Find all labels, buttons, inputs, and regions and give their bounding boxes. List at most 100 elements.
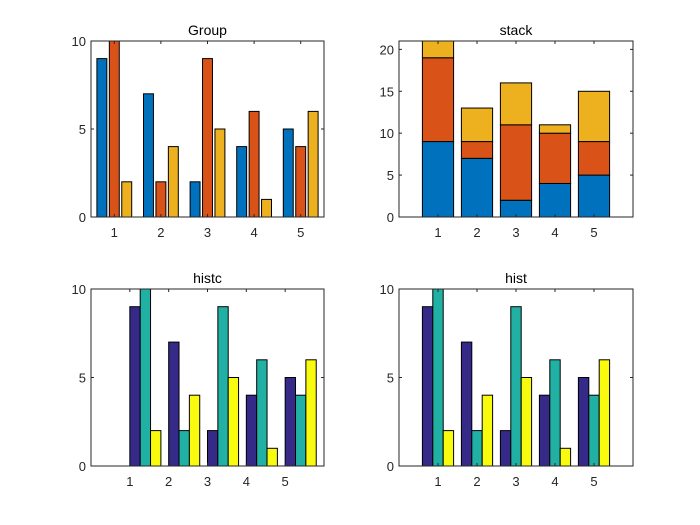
y-tick-label: 5 — [79, 122, 86, 137]
bar-group-x5-s3 — [307, 110, 319, 217]
subplot-hist: 0 5 10 1 2 3 4 5 hist — [380, 270, 634, 489]
bar-group-x5-s2 — [295, 146, 307, 217]
bar-hist-x4-s2 — [549, 359, 561, 466]
bar-histc-x5-s2 — [295, 394, 307, 466]
y-tick-label: 0 — [79, 210, 86, 225]
bar-stack-x5-s3 — [577, 90, 611, 143]
bar-histc-x2-s2 — [178, 430, 190, 466]
chart-title: stack — [500, 22, 534, 38]
x-tick-label: 2 — [473, 225, 480, 240]
y-tick-label: 10 — [72, 34, 86, 49]
bar-hist-x2-s3 — [481, 394, 494, 466]
bar-stack-x4-s3 — [538, 124, 572, 134]
bar-stack-x2-s3 — [460, 107, 494, 143]
bar-stack-x1-s1 — [421, 141, 455, 217]
x-tick-label: 4 — [250, 225, 257, 240]
bar-stack-x4-s1 — [538, 182, 572, 217]
x-tick-label: 5 — [282, 474, 289, 489]
x-tick-label: 3 — [204, 474, 211, 489]
y-tick-label: 0 — [79, 459, 86, 474]
x-tick-label: 2 — [473, 474, 480, 489]
x-tick-label: 4 — [551, 225, 558, 240]
bar-group-x5-s1 — [282, 128, 294, 217]
y-tick-label: 5 — [387, 371, 394, 386]
bars — [129, 289, 317, 466]
y-tick-label: 10 — [380, 282, 394, 297]
chart-title: Group — [188, 22, 227, 38]
bar-histc-x3-s1 — [207, 430, 219, 466]
x-tick-label: 1 — [111, 225, 118, 240]
bar-hist-x2-s2 — [471, 430, 483, 466]
bar-hist-x1-s3 — [442, 430, 455, 466]
bar-hist-x3-s2 — [510, 306, 522, 466]
x-tick-label: 1 — [126, 474, 133, 489]
y-tick-label: 5 — [79, 371, 86, 386]
bar-group-x2-s1 — [143, 93, 154, 217]
subplot-group: 0 5 10 1 2 3 4 5 Group — [72, 22, 325, 240]
bar-histc-x2-s3 — [188, 394, 201, 466]
y-tick-label: 0 — [387, 210, 394, 225]
x-tick-label: 1 — [434, 225, 441, 240]
bar-hist-x2-s1 — [460, 341, 473, 466]
x-tick-label: 5 — [297, 225, 304, 240]
bar-group-x3-s2 — [202, 58, 213, 217]
bar-stack-x4-s2 — [538, 132, 572, 184]
bar-group-x1-s3 — [121, 181, 133, 217]
bar-stack-x1-s2 — [421, 57, 455, 143]
x-tick-label: 3 — [204, 225, 211, 240]
bar-hist-x1-s1 — [421, 306, 434, 466]
chart-title: histc — [193, 270, 222, 286]
bar-hist-x5-s1 — [577, 377, 590, 466]
bar-histc-x5-s3 — [305, 359, 317, 466]
bar-group-x1-s1 — [96, 58, 108, 217]
x-tick-label: 4 — [551, 474, 558, 489]
y-tick-label: 5 — [387, 168, 394, 183]
bar-stack-x1-s3 — [421, 41, 455, 59]
y-tick-label: 15 — [380, 84, 394, 99]
x-tick-label: 4 — [243, 474, 250, 489]
bar-hist-x3-s3 — [520, 377, 533, 466]
bar-hist-x5-s2 — [588, 394, 600, 466]
x-tick-label: 3 — [512, 474, 519, 489]
x-tick-label: 5 — [590, 474, 597, 489]
x-tick-label: 2 — [165, 474, 172, 489]
bar-histc-x1-s1 — [129, 306, 141, 466]
bar-group-x2-s3 — [167, 146, 179, 217]
bar-stack-x2-s2 — [460, 141, 494, 159]
bars — [421, 289, 611, 466]
bar-group-x1-s2 — [108, 41, 120, 217]
bar-histc-x1-s2 — [139, 289, 152, 466]
bar-histc-x3-s2 — [217, 306, 229, 466]
bar-stack-x3-s2 — [499, 124, 533, 201]
bar-histc-x4-s1 — [245, 394, 258, 466]
bar-group-x4-s2 — [248, 110, 260, 217]
bar-hist-x1-s2 — [432, 289, 444, 466]
x-tick-label: 2 — [157, 225, 164, 240]
bar-stack-x3-s3 — [499, 82, 533, 126]
bar-group-x4-s3 — [261, 198, 272, 217]
bars — [96, 41, 319, 217]
bar-hist-x4-s3 — [559, 447, 572, 466]
bar-hist-x4-s1 — [538, 394, 551, 466]
chart-title: hist — [505, 270, 527, 286]
bar-group-x2-s2 — [155, 181, 167, 217]
bar-histc-x3-s3 — [227, 377, 240, 466]
subplot-histc: 0 5 10 1 2 3 4 5 histc — [72, 270, 325, 489]
bar-histc-x1-s3 — [150, 430, 162, 466]
bar-histc-x5-s1 — [284, 377, 297, 466]
bar-histc-x4-s3 — [266, 447, 278, 466]
subplot-stack: 0 5 10 15 20 1 2 3 4 5 stack — [380, 22, 634, 240]
bar-hist-x5-s3 — [598, 359, 611, 466]
bar-hist-x3-s1 — [499, 430, 512, 466]
bar-stack-x5-s2 — [577, 141, 611, 176]
bar-group-x3-s1 — [189, 181, 201, 217]
x-tick-label: 5 — [590, 225, 597, 240]
y-tick-label: 0 — [387, 459, 394, 474]
bars — [421, 41, 611, 217]
y-tick-label: 10 — [72, 282, 86, 297]
y-tick-label: 20 — [380, 42, 394, 57]
bar-histc-x4-s2 — [256, 359, 268, 466]
x-tick-label: 1 — [434, 474, 441, 489]
y-tick-label: 10 — [380, 126, 394, 141]
